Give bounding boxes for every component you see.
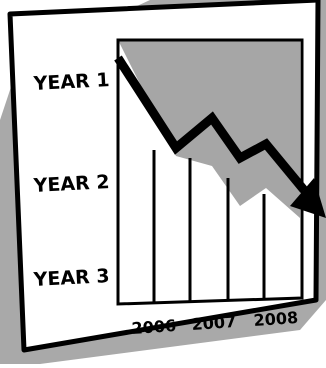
x-label-2007: 2007 [191,312,237,334]
plot-area [118,40,300,218]
y-axis-labels: YEAR 1 YEAR 2 YEAR 3 [32,69,110,291]
plot-frame [116,38,304,306]
y-label-3: YEAR 3 [32,265,110,291]
x-label-2006: 2006 [131,316,177,338]
x-axis-labels: 2006 2007 2008 [131,308,299,338]
vertical-bars [152,150,266,302]
y-label-2: YEAR 2 [32,171,110,197]
x-label-2008: 2008 [253,308,299,330]
downward-trend-arrow-icon [114,55,326,218]
y-label-1: YEAR 1 [32,69,110,95]
